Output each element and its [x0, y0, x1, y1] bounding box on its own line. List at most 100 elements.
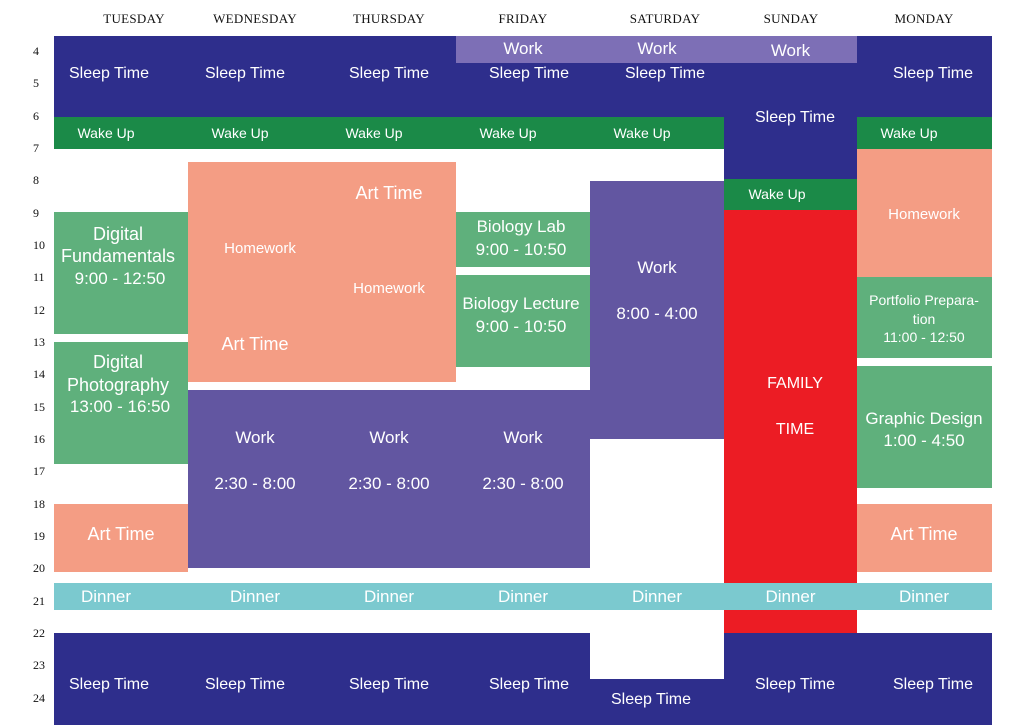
- hour-label: 4: [33, 44, 39, 58]
- work-time-thursday: 2:30 - 8:00: [348, 474, 430, 493]
- sleep-block-bottom-right: [724, 633, 992, 725]
- sleep-label-tuesday-bottom: Sleep Time: [68, 676, 150, 693]
- biology-lab-time: 9:00 - 10:50: [475, 240, 567, 259]
- work-block-wed-fri: [188, 390, 590, 568]
- dinner-label-wednesday: Dinner: [229, 587, 281, 606]
- hour-label: 7: [33, 141, 39, 155]
- digital-photography-title-1: Digital: [92, 352, 144, 372]
- dinner-label-sunday: Dinner: [765, 587, 816, 606]
- portfolio-time: 11:00 - 12:50: [883, 329, 965, 345]
- biology-lecture-title: Biology Lecture: [462, 294, 580, 313]
- day-header-saturday: SATURDAY: [629, 11, 701, 26]
- dinner-label-thursday: Dinner: [363, 587, 415, 606]
- graphic-design-block: [857, 366, 992, 488]
- hour-label: 21: [33, 594, 45, 608]
- sleep-label-sunday-bottom: Sleep Time: [754, 676, 836, 693]
- portfolio-title-2: tion: [912, 311, 936, 327]
- dinner-label-monday: Dinner: [898, 587, 950, 606]
- art-time-label-tuesday: Art Time: [87, 524, 155, 544]
- dinner-label-friday: Dinner: [497, 587, 549, 606]
- work-label-friday: Work: [503, 428, 543, 447]
- work-label-saturday: Work: [637, 258, 677, 277]
- biology-lecture-block: [456, 275, 590, 367]
- homework-block-monday: [857, 149, 992, 277]
- work-time-wednesday: 2:30 - 8:00: [214, 474, 296, 493]
- family-time-label-1: FAMILY: [767, 375, 823, 392]
- wake-up-block-monday: [857, 117, 992, 149]
- family-time-block: [724, 210, 857, 633]
- wake-label-sunday: Wake Up: [748, 186, 806, 202]
- sleep-block-saturday-bottom: [590, 679, 724, 725]
- sleep-label-monday-bottom: Sleep Time: [892, 676, 974, 693]
- hour-label: 9: [33, 206, 39, 220]
- sleep-block-bottom-left: [54, 633, 590, 725]
- art-time-block-tuesday: [54, 504, 188, 572]
- wake-up-block-sunday: [724, 179, 857, 210]
- hour-label: 24: [33, 691, 45, 705]
- art-time-block-monday: [857, 504, 992, 572]
- day-header-sunday: SUNDAY: [763, 11, 819, 26]
- hour-label: 5: [33, 76, 39, 90]
- graphic-design-time: 1:00 - 4:50: [883, 431, 965, 450]
- day-header-wednesday: WEDNESDAY: [213, 11, 297, 26]
- sleep-label-friday-top: Sleep Time: [488, 65, 570, 82]
- work-label-friday-top: Work: [503, 39, 543, 58]
- sleep-label-thursday-bottom: Sleep Time: [348, 676, 430, 693]
- day-header-monday: MONDAY: [894, 11, 954, 26]
- day-header-tuesday: TUESDAY: [103, 11, 165, 26]
- sleep-label-wednesday-top: Sleep Time: [204, 65, 286, 82]
- homework-label-monday: Homework: [888, 206, 960, 223]
- biology-lecture-time: 9:00 - 10:50: [475, 317, 567, 336]
- sleep-label-monday-top: Sleep Time: [892, 65, 974, 82]
- art-time-label-monday: Art Time: [890, 524, 958, 544]
- hour-label: 6: [33, 109, 39, 123]
- wake-label-saturday: Wake Up: [613, 125, 671, 141]
- digital-photography-title-2: Photography: [66, 375, 170, 395]
- biology-lab-title: Biology Lab: [476, 217, 566, 236]
- digital-photography-block: [54, 342, 188, 464]
- hour-label: 20: [33, 561, 45, 575]
- hour-label: 8: [33, 173, 39, 187]
- sleep-label-sunday-top: Sleep Time: [754, 109, 836, 126]
- portfolio-title-1: Portfolio Prepara-: [869, 292, 979, 308]
- art-time-label-wednesday: Art Time: [221, 334, 289, 354]
- sleep-label-saturday-top: Sleep Time: [624, 65, 706, 82]
- sleep-label-thursday-top: Sleep Time: [348, 65, 430, 82]
- dinner-label-tuesday: Dinner: [80, 587, 132, 606]
- digital-photography-time: 13:00 - 16:50: [69, 397, 171, 416]
- work-label-sunday-top: Work: [770, 41, 811, 60]
- hour-label: 12: [33, 303, 45, 317]
- day-header-thursday: THURSDAY: [353, 11, 425, 26]
- wake-label-monday: Wake Up: [880, 125, 938, 141]
- graphic-design-title: Graphic Design: [865, 409, 983, 428]
- hour-label: 23: [33, 658, 45, 672]
- work-block-weekend-top: [456, 36, 857, 63]
- work-label-saturday-top: Work: [637, 39, 677, 58]
- homework-label-wednesday: Homework: [224, 240, 296, 257]
- work-time-saturday: 8:00 - 4:00: [616, 304, 698, 323]
- family-time-label-2: TIME: [775, 421, 815, 438]
- sleep-label-saturday-bottom: Sleep Time: [610, 691, 692, 708]
- sleep-label-friday-bottom: Sleep Time: [488, 676, 570, 693]
- hour-label: 17: [33, 464, 45, 478]
- homework-art-block: [188, 162, 456, 382]
- sleep-label-tuesday-top: Sleep Time: [68, 65, 150, 82]
- portfolio-block: [857, 277, 992, 358]
- hour-label: 19: [33, 529, 45, 543]
- sleep-label-wednesday-bottom: Sleep Time: [204, 676, 286, 693]
- hour-label: 22: [33, 626, 45, 640]
- work-block-saturday: [590, 181, 724, 439]
- hour-label: 13: [33, 335, 45, 349]
- hour-label: 11: [33, 270, 45, 284]
- biology-lab-block: [456, 212, 590, 267]
- day-header-friday: FRIDAY: [498, 11, 548, 26]
- hour-label: 14: [33, 367, 45, 381]
- art-time-label-thursday: Art Time: [355, 183, 423, 203]
- work-time-friday: 2:30 - 8:00: [482, 474, 564, 493]
- hour-label: 10: [33, 238, 45, 252]
- homework-label-thursday: Homework: [353, 280, 425, 297]
- digital-fundamentals-title-1: Digital: [92, 224, 144, 244]
- dinner-block: [54, 583, 992, 610]
- hour-label: 15: [33, 400, 45, 414]
- dinner-label-saturday: Dinner: [631, 587, 683, 606]
